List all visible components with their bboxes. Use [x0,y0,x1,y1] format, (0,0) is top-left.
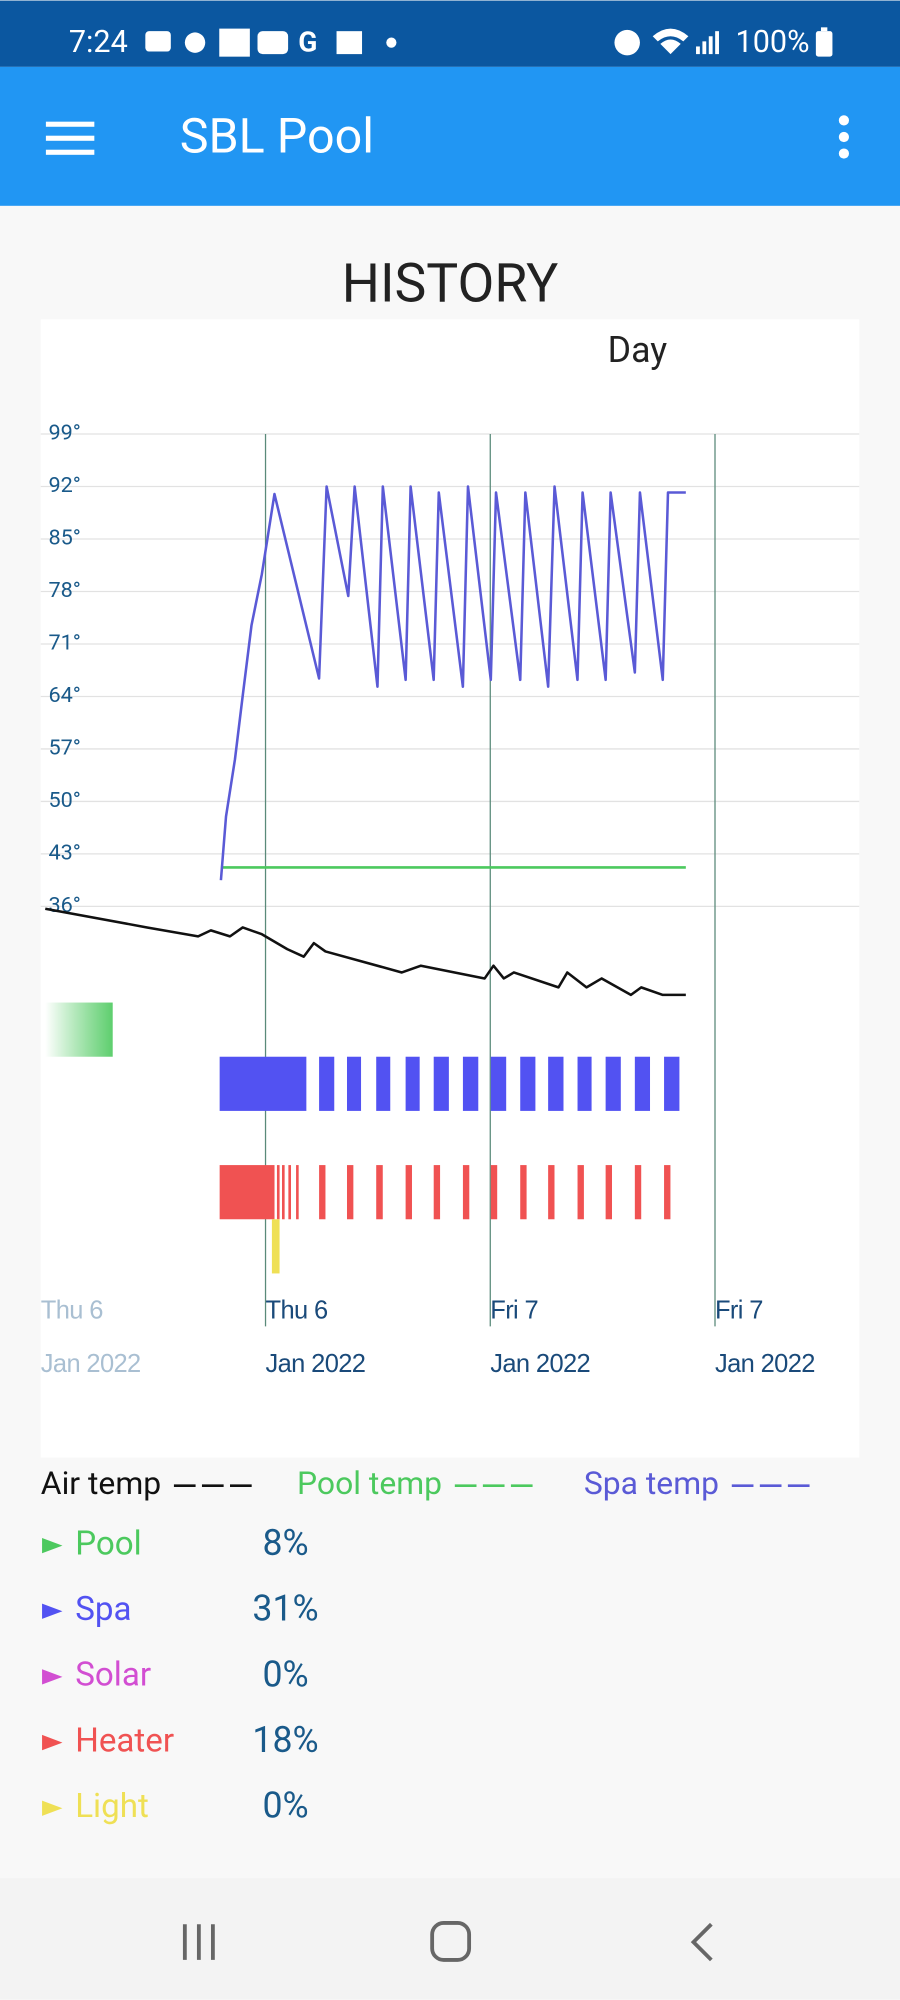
activity-bar [548,1056,564,1111]
activity-bar [548,1165,555,1220]
legend-label: Spa temp [584,1464,719,1502]
activity-bar [271,1219,280,1274]
series-line [219,485,686,881]
x-tick-label: Thu 6 Jan 2022 [265,1297,366,1379]
list-bullet [42,1603,63,1619]
x-tick: Fri 7 Jan 2022 [714,1297,815,1379]
x-tick: Thu 6 Jan 2022 [40,1297,141,1379]
list-bullet [42,1669,63,1685]
y-tick-label: 50° [48,788,80,813]
activity-bar [490,1165,498,1220]
x-tick: Thu 6 Jan 2022 [265,1297,366,1379]
y-tick-label: 71° [48,631,80,656]
nav-bar [0,1878,900,2000]
equipment-share: 0% [262,1785,308,1827]
status-battery: 100% [736,25,810,60]
y-tick-label: 85° [48,526,80,551]
equipment-name: Pool [75,1524,142,1563]
nav-recent[interactable] [182,1924,215,1960]
nav-home[interactable] [430,1921,472,1962]
activity-bar [520,1056,536,1111]
activity-bar [346,1056,362,1111]
y-tick-label: 99° [48,421,80,446]
activity-bar [276,1165,280,1220]
activity-bar [346,1165,354,1220]
list-bullet [42,1800,63,1816]
activity-bar [433,1165,441,1220]
svg-text:G: G [298,25,317,58]
status-icons: G [145,25,833,58]
activity-bar [405,1165,412,1220]
list-bullet [42,1537,63,1554]
y-tick-label: 57° [48,736,80,761]
activity-bar [219,1056,307,1111]
overflow-menu[interactable] [838,115,850,159]
activity-bar [282,1165,285,1220]
equipment-share: 18% [252,1719,318,1761]
activity-bar [462,1165,470,1220]
activity-bar [462,1056,479,1111]
activity-bar [45,1002,113,1057]
equipment-share: 0% [262,1653,308,1695]
equipment-share: 31% [252,1588,318,1630]
equipment-name: Light [75,1787,149,1826]
y-tick-label: 43° [48,841,80,866]
activity-bar [433,1056,449,1111]
y-tick-label: 92° [48,473,80,498]
equipment-name: Spa [75,1590,131,1629]
activity-bar [605,1056,621,1111]
y-tick-label: 64° [48,683,80,708]
activity-bar [605,1165,612,1220]
activity-bar [664,1056,680,1111]
activity-bar [577,1165,584,1220]
app-title: SBL Pool [180,107,374,164]
legend-label: Pool temp [297,1464,442,1502]
equipment-list: Pool 8% Spa 31% Solar 0% Heater 18% Light 0% [42,1522,319,1827]
equipment-share: 8% [262,1522,308,1564]
chart-title: HISTORY [342,253,558,316]
nav-back[interactable] [690,1922,713,1962]
activity-bar [664,1165,671,1220]
series-line [45,907,686,997]
activity-bar [577,1056,592,1111]
status-time: 7:24 [69,25,128,60]
chart-subtitle[interactable]: Day [608,329,668,371]
legend: Air temp Pool temp Spa temp [41,1464,814,1502]
activity-bar [376,1165,383,1220]
x-tick: Fri 7 Jan 2022 [490,1297,591,1379]
activity-bar [296,1165,299,1220]
plot: 99°92°85°78°71°64°57°50°43°36°Thu 6 Jan … [40,421,860,1379]
activity-bar [288,1165,291,1220]
x-tick-label: Fri 7 Jan 2022 [714,1297,815,1379]
x-tick-label: Fri 7 Jan 2022 [490,1297,591,1379]
activity-bar [634,1165,642,1220]
app-bar [0,66,900,206]
activity-bar [490,1056,507,1111]
y-tick-label: 78° [48,578,80,603]
legend-label: Air temp [41,1464,161,1502]
nav-buttons [182,1921,713,1962]
equipment-name: Heater [75,1721,174,1760]
equipment-name: Solar [75,1656,151,1695]
activity-bar [634,1056,651,1111]
chart-area [40,319,860,1458]
menu-button[interactable] [45,121,95,155]
activity-bar [376,1056,391,1111]
activity-bar [520,1165,527,1220]
activity-bar [319,1056,335,1111]
activity-bar [319,1165,326,1220]
activity-bar [219,1165,275,1220]
list-bullet [42,1734,63,1751]
activity-bar [405,1056,420,1111]
x-tick-label: Thu 6 Jan 2022 [40,1297,141,1379]
